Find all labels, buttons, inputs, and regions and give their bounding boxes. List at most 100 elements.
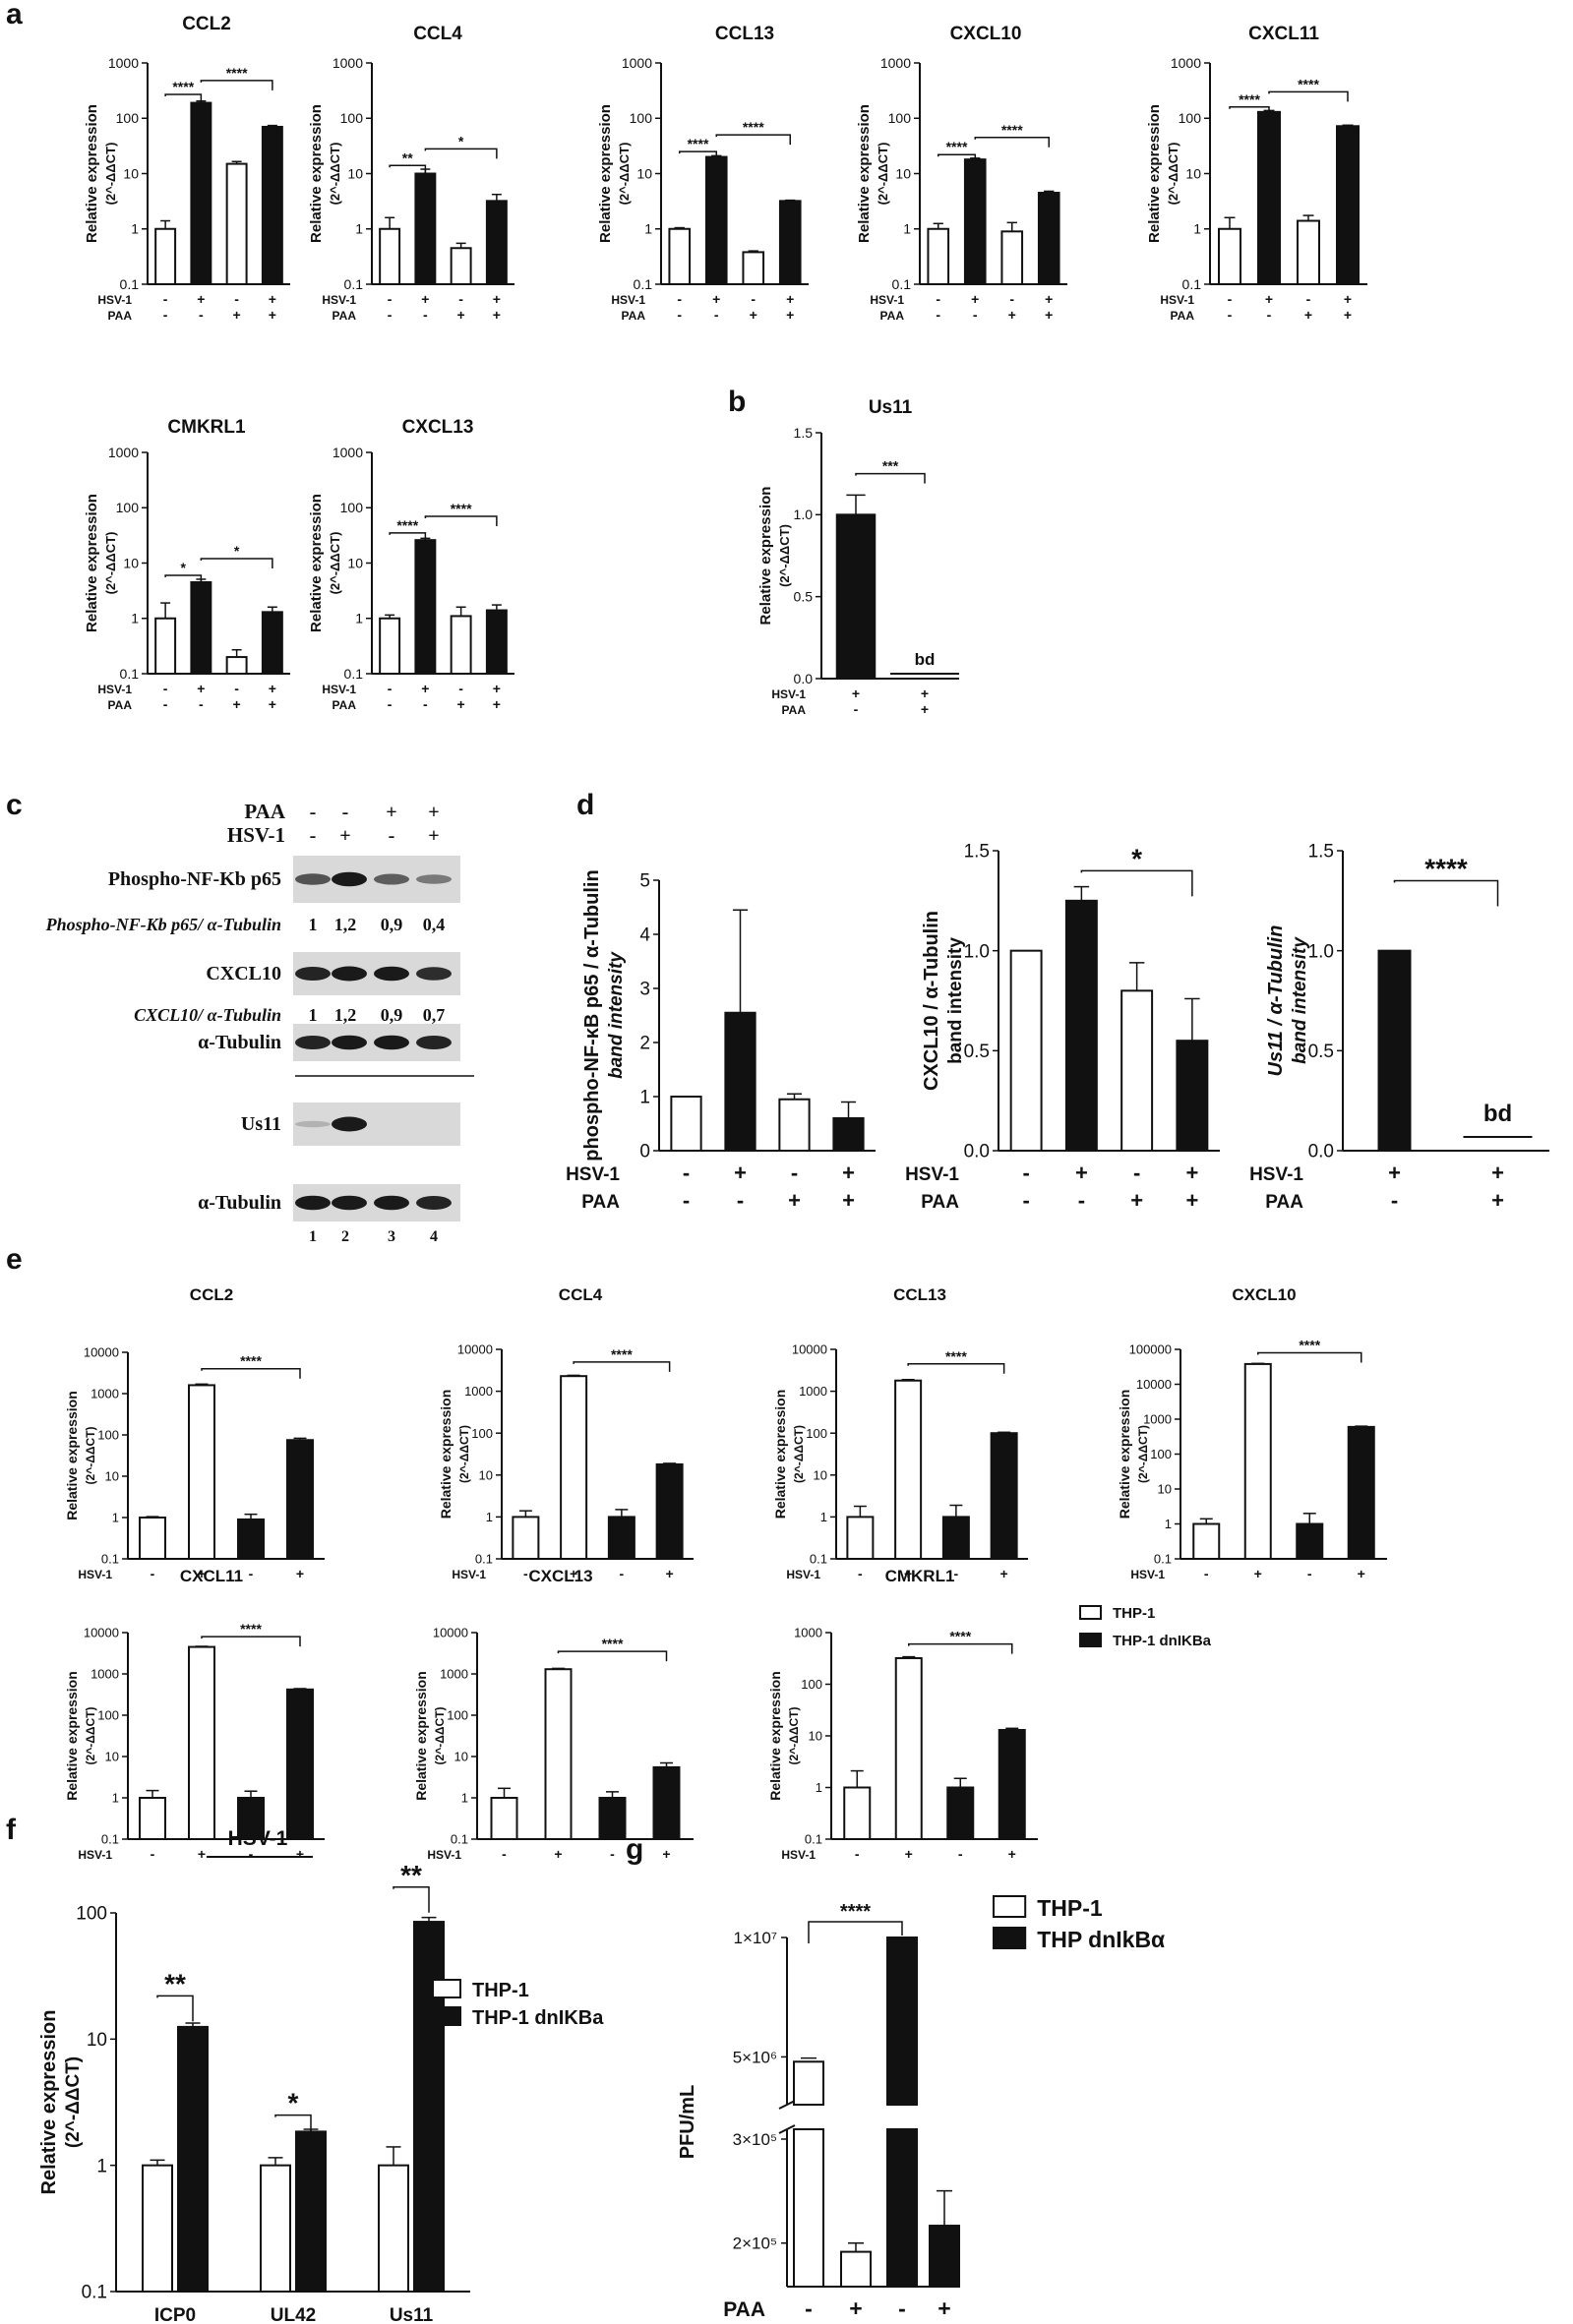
wb-lane-number: 1 (309, 1228, 317, 1245)
row-value: + (849, 2295, 862, 2321)
y-tick-label: 0.1 (120, 276, 140, 292)
bar (490, 1797, 518, 1840)
chart-a4: CXCL10 0.1 1 10 100 1000 Relative expression (2… (856, 24, 1067, 323)
row-value: + (296, 1846, 304, 1862)
significance-bracket (200, 80, 273, 90)
bar (778, 1098, 811, 1152)
y-tick-label: 100 (340, 110, 364, 126)
y-tick-label: 0.0 (1308, 1142, 1334, 1162)
bar (190, 581, 212, 675)
legend-swatch (993, 1895, 1027, 1918)
blot-band (332, 966, 367, 982)
bar (485, 200, 508, 285)
blot-band (374, 873, 409, 885)
row-value: - (151, 1846, 155, 1862)
row-value: - (1133, 1161, 1140, 1185)
bar (652, 1765, 681, 1841)
row-value: - (973, 307, 978, 323)
row-value: - (620, 1566, 625, 1581)
row-value: + (921, 685, 929, 701)
y-tick-label: 1 (355, 611, 363, 626)
row-value: - (199, 307, 204, 323)
y-tick-label: 1 (816, 1780, 822, 1795)
significance-bracket (200, 558, 273, 569)
bar (286, 1439, 314, 1561)
bar (154, 227, 177, 285)
blot-band (332, 1116, 367, 1132)
wb-quant-label: CXCL10/ α-Tubulin (134, 1005, 281, 1025)
bar (261, 125, 283, 285)
significance-bracket (424, 148, 498, 159)
row-value: - (423, 696, 428, 712)
significance-bracket (679, 150, 717, 162)
bd-annotation: bd (1483, 1101, 1512, 1127)
row-value: + (734, 1161, 747, 1185)
bar (655, 1462, 684, 1561)
y-tick-label: 0.1 (101, 1552, 119, 1567)
y-tick-label: 0 (639, 1142, 650, 1162)
y-tick-label: 0.5 (1308, 1042, 1334, 1062)
bar (1176, 1040, 1209, 1152)
row-value: + (786, 307, 794, 323)
wb-lane-number: 3 (388, 1228, 395, 1245)
legend-label: THP-1 (1113, 1605, 1155, 1622)
wb-row-label: Phospho-NF-Kb p65 (108, 868, 281, 890)
row-value: + (1358, 1566, 1365, 1581)
y-tick-label: 10 (1158, 1482, 1172, 1497)
wb-treatment-value: + (428, 802, 439, 823)
bar (378, 2164, 409, 2294)
row-label: HSV-1 (1249, 1164, 1303, 1185)
y-axis-label: Relative expression (597, 104, 614, 243)
panel-letter-b: b (728, 386, 746, 418)
row-label: PAA (581, 1192, 620, 1213)
y-axis-label: Relative expression (856, 104, 873, 243)
y-tick-label: 0.5 (964, 1042, 990, 1062)
chart-d2: 0.0 0.5 1.0 1.5 CXCL10 / α-Tubulin band inten… (905, 842, 1220, 1213)
bar (286, 1688, 314, 1840)
significance-label: **** (611, 1346, 633, 1362)
y-axis-label-2: (2^-ΔΔCT) (328, 532, 342, 595)
y-axis-label-2: (2^-ΔΔCT) (433, 1707, 447, 1765)
y-axis-label-2: (2^-ΔΔCT) (1136, 1425, 1150, 1483)
y-tick-label: 0.0 (794, 671, 814, 686)
bar (413, 1921, 445, 2293)
y-axis-label: phospho-NF-κB p65 / α-Tubulin (581, 869, 603, 1161)
significance-label: **** (945, 1348, 967, 1364)
bar (886, 1937, 918, 2106)
significance-label: ** (164, 1968, 186, 1998)
row-value: - (502, 1846, 507, 1862)
y-tick-label: 100 (1150, 1447, 1172, 1461)
wb-quant-value: 1,2 (334, 1005, 357, 1025)
y-axis-label: PFU/mL (677, 2085, 698, 2160)
significance-label: **** (946, 139, 968, 154)
row-label: HSV-1 (905, 1164, 959, 1185)
row-value: + (1254, 1566, 1262, 1581)
bar (1009, 949, 1043, 1153)
y-tick-label: 100 (801, 1677, 822, 1692)
row-label: HSV-1 (78, 1568, 112, 1581)
y-axis-label: Us11 / α-Tubulin (1265, 925, 1287, 1077)
significance-bracket (156, 1995, 194, 2022)
y-axis-label-2: (2^-ΔΔCT) (792, 1425, 806, 1483)
category-label: UL42 (271, 2305, 316, 2324)
row-label: PAA (333, 309, 357, 323)
row-value: - (714, 307, 719, 323)
y-tick-label: 1 (820, 1510, 827, 1524)
row-value: - (683, 1188, 690, 1213)
chart-title: Us11 (869, 397, 913, 418)
chart-a2: CCL4 0.1 1 10 100 1000 Relative expression (2^-… (308, 24, 514, 323)
legend-f: THP-1 THP-1 dnIKBa (432, 1979, 604, 2029)
row-value: - (151, 1566, 155, 1581)
row-value: - (1307, 1566, 1312, 1581)
y-axis-label-2: (2^-ΔΔCT) (84, 1427, 97, 1485)
y-tick-label: 10 (123, 165, 139, 181)
significance-bracket (1257, 1351, 1362, 1363)
bar (379, 617, 401, 675)
y-axis-label-2: (2^-ΔΔCT) (617, 143, 632, 206)
chart-e1: CCL2 0.1 1 10 100 1000 10000 Relative expressio… (64, 1285, 325, 1581)
row-value: + (269, 307, 276, 323)
bar (998, 1729, 1026, 1840)
significance-bracket (938, 153, 976, 165)
y-tick-label: 10 (123, 555, 139, 570)
y-tick-label: 10 (814, 1467, 827, 1482)
